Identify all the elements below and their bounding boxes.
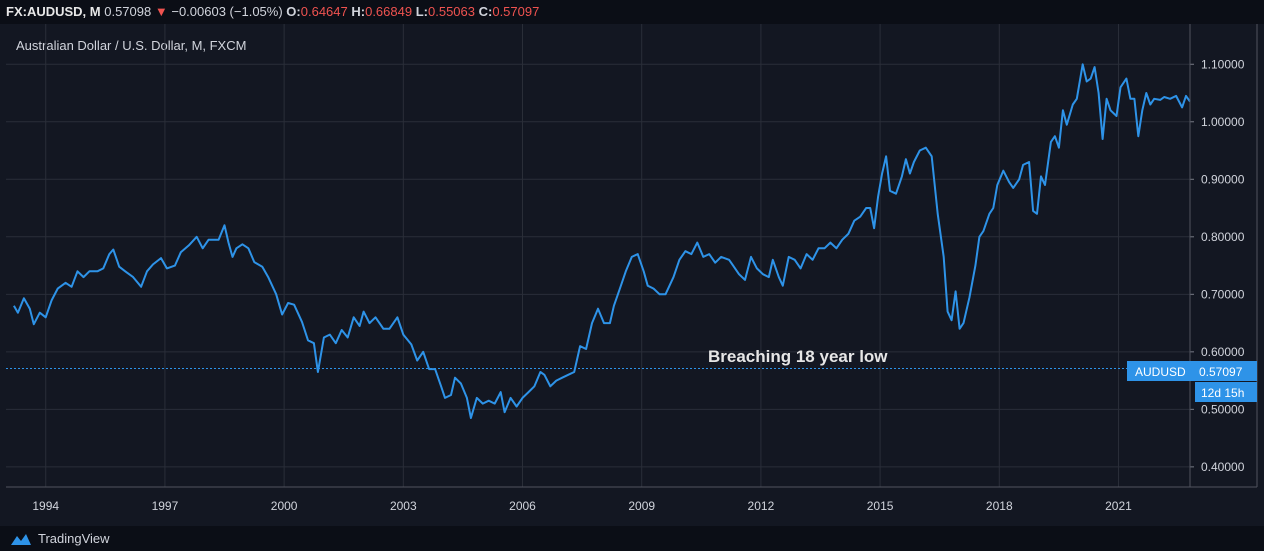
price-chart[interactable]: 1994 1997 2000 2003 2006 2009 2012 2015 2018 2021…	[0, 24, 1264, 526]
y-tick-label: 0.40000	[1201, 460, 1245, 474]
high-value: 0.66849	[365, 4, 413, 19]
x-tick-label: 2003	[390, 499, 417, 513]
close-label: C:	[478, 4, 493, 19]
axes: 1994 1997 2000 2003 2006 2009 2012 2015 2018 2021…	[6, 24, 1258, 513]
price-label-box	[1127, 361, 1257, 381]
open-label: O:	[286, 4, 301, 19]
low-label: L:	[415, 4, 428, 19]
open-value: 0.64647	[300, 4, 348, 19]
tradingview-logo-icon	[11, 533, 31, 545]
footer-bar: TradingView	[0, 526, 1264, 551]
y-tick-label: 0.70000	[1201, 287, 1245, 301]
x-tick-label: 2006	[509, 499, 536, 513]
series-layer	[6, 63, 1191, 419]
y-tick-label: 0.80000	[1201, 230, 1245, 244]
x-tick-label: 1994	[32, 499, 59, 513]
symbol-info-bar: FX:AUDUSD, M 0.57098 ▼ −0.00603 (−1.05%)…	[0, 0, 1264, 24]
last-price: 0.57098	[104, 4, 152, 19]
x-tick-label: 1997	[152, 499, 179, 513]
x-tick-label: 2000	[271, 499, 298, 513]
down-arrow-icon: ▼	[154, 4, 168, 19]
x-tick-label: 2009	[628, 499, 655, 513]
x-tick-label: 2015	[867, 499, 894, 513]
annotation-text: Breaching 18 year low	[708, 347, 888, 366]
symbol-info-row: FX:AUDUSD, M 0.57098 ▼ −0.00603 (−1.05%)…	[6, 4, 539, 19]
price-label-value: 0.57097	[1199, 365, 1243, 379]
x-tick-label: 2021	[1105, 499, 1132, 513]
y-tick-label: 1.00000	[1201, 115, 1245, 129]
symbol-label[interactable]: FX:AUDUSD, M	[6, 4, 101, 19]
price-label: AUDUSD 0.57097 12d 15h	[1127, 361, 1257, 402]
y-tick-label: 0.60000	[1201, 345, 1245, 359]
high-label: H:	[351, 4, 366, 19]
grid-lines	[6, 24, 1190, 487]
x-tick-label: 2012	[748, 499, 775, 513]
price-series-line	[13, 63, 1191, 419]
countdown-box	[1195, 382, 1257, 402]
close-value: 0.57097	[492, 4, 540, 19]
chart-title: Australian Dollar / U.S. Dollar, M, FXCM	[16, 38, 247, 53]
low-value: 0.55063	[428, 4, 475, 19]
x-tick-label: 2018	[986, 499, 1013, 513]
countdown-text: 12d 15h	[1201, 386, 1244, 400]
brand[interactable]: TradingView	[10, 531, 110, 546]
y-tick-label: 0.50000	[1201, 402, 1245, 416]
brand-label: TradingView	[38, 531, 110, 546]
y-tick-label: 1.10000	[1201, 57, 1245, 71]
y-tick-label: 0.90000	[1201, 172, 1245, 186]
price-label-symbol: AUDUSD	[1135, 365, 1186, 379]
price-change: −0.00603 (−1.05%)	[171, 4, 283, 19]
